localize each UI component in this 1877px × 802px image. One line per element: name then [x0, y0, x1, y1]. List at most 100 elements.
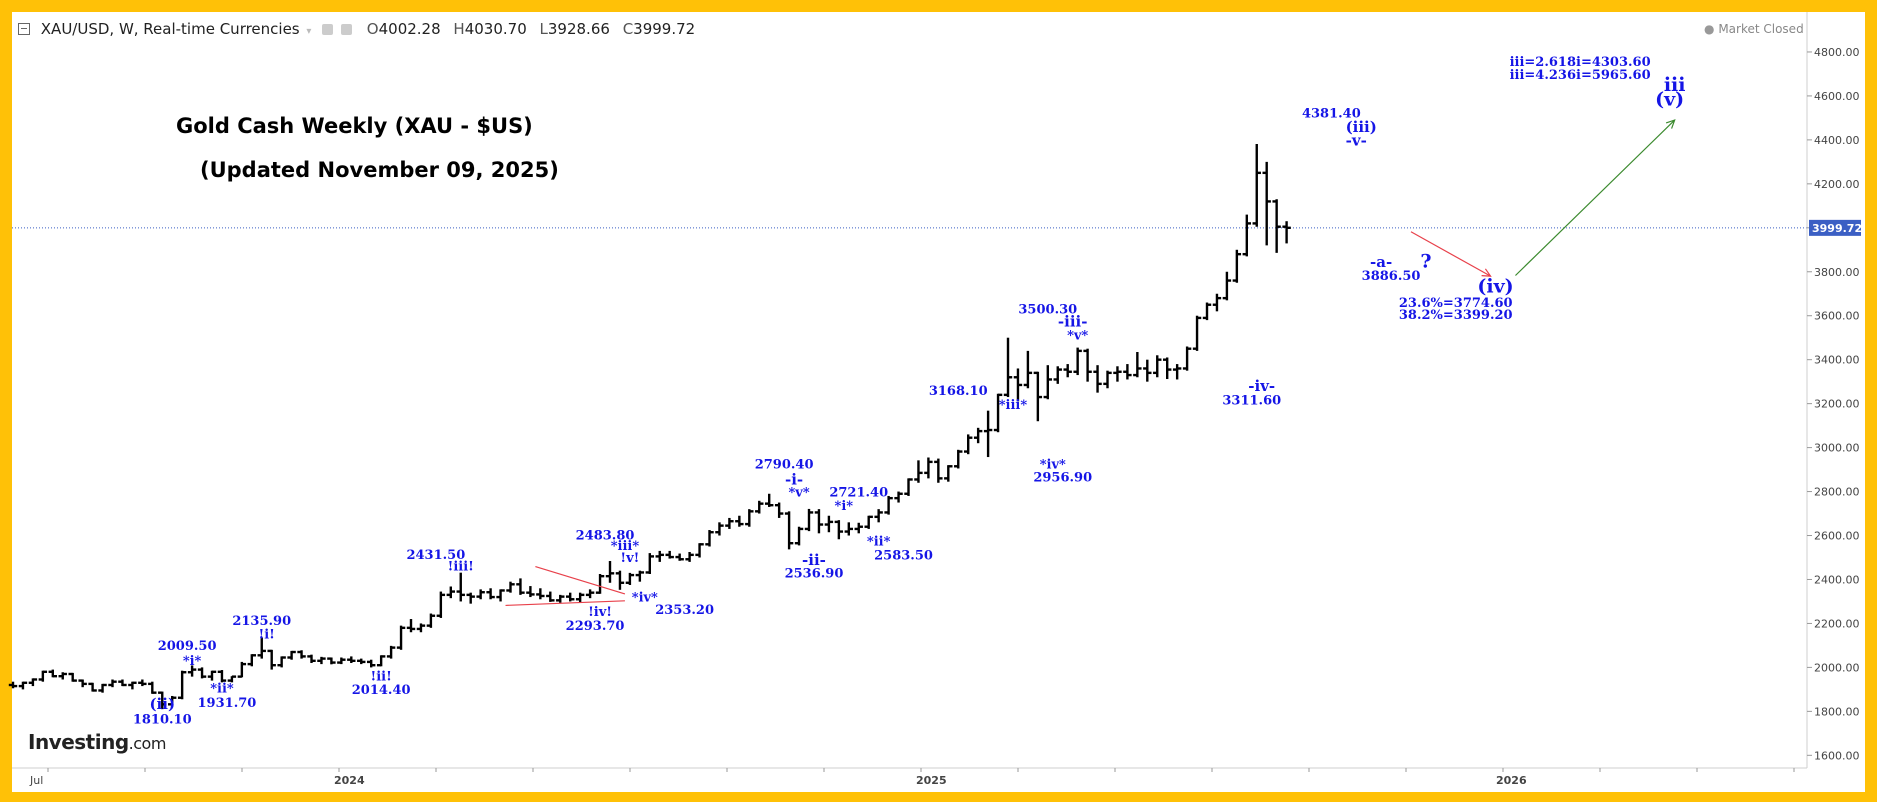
wave-label: (ii) — [149, 695, 175, 713]
ohlc-bar — [615, 570, 625, 590]
green-arrow-head — [1665, 119, 1676, 129]
dropdown-icon[interactable]: ▾ — [306, 26, 312, 37]
ohlc-bar — [1033, 371, 1043, 422]
ohlc-bar — [625, 572, 635, 585]
ohlc-bar — [1282, 221, 1291, 244]
ohlc-bar — [924, 457, 933, 479]
ohlc-bar — [108, 679, 117, 688]
ohlc-bar — [854, 522, 863, 534]
axis-layer: 1600.00 1800.00 2000.00 2200.00 2400.00 2600.… — [12, 12, 1862, 787]
settings-icon[interactable] — [341, 24, 353, 35]
ohlc-bar — [964, 434, 973, 455]
ohlc-bars — [8, 144, 1291, 710]
ohlc-bar — [466, 592, 475, 604]
ohlc-bar — [118, 679, 127, 687]
wave-label: iii=2.618i=4303.60 — [1510, 55, 1651, 70]
ohlc-bar — [904, 478, 913, 496]
green-projection-arrow — [1515, 119, 1676, 276]
wave-label: (iii) — [1346, 118, 1377, 136]
y-tick-label: 2400.00 — [1814, 573, 1860, 586]
y-tick-label: 3800.00 — [1814, 266, 1860, 279]
symbol-label[interactable]: XAU/USD, W, Real-time Currencies — [40, 20, 300, 38]
annotation-overlay: 1810.10(ii)2009.50*i**ii*1931.702135.90!… — [133, 55, 1686, 728]
ohlc-bar — [18, 681, 28, 690]
y-tick-label: 3600.00 — [1814, 310, 1860, 323]
ohlc-bar — [1083, 348, 1092, 382]
ohlc-bar — [1093, 365, 1102, 393]
ohlc-bar — [774, 502, 784, 518]
current-price-tag — [1809, 219, 1861, 236]
chart-header: XAU/USD, W, Real-time Currencies ▾ O4002… — [18, 20, 695, 38]
chart-subtitle: (Updated November 09, 2025) — [200, 158, 559, 182]
ohlc-bar — [1073, 347, 1082, 376]
ohlc-bar — [894, 491, 903, 503]
wave-label: *i* — [183, 654, 202, 669]
ohlc-bar — [8, 681, 18, 689]
ohlc-bar — [406, 619, 416, 633]
ohlc-bar — [357, 658, 366, 665]
ohlc-bar — [177, 670, 187, 700]
ohlc-bar — [197, 667, 207, 679]
ohlc-low: L3928.66 — [539, 20, 610, 38]
ohlc-bar — [993, 393, 1003, 433]
wave-label: 3168.10 — [929, 384, 988, 399]
ohlc-bar — [536, 588, 545, 600]
wave-label: 2583.50 — [874, 549, 933, 564]
ohlc-bar — [48, 669, 57, 678]
ohlc-bar — [217, 670, 227, 683]
ohlc-high: H4030.70 — [453, 20, 527, 38]
market-status: ● Market Closed — [1704, 22, 1804, 36]
wave-label: 1810.10 — [133, 712, 192, 727]
y-tick-label: 3400.00 — [1814, 354, 1860, 367]
ohlc-bar — [655, 550, 664, 562]
wave-label: 2293.70 — [566, 619, 625, 634]
wave-label: !ii! — [371, 670, 392, 685]
ohlc-bar — [884, 495, 893, 515]
ohlc-bar — [1222, 271, 1232, 301]
y-tick-label: 2800.00 — [1814, 486, 1860, 499]
wave-label: -v- — [1346, 131, 1367, 149]
ohlc-bar — [376, 655, 386, 667]
ohlc-bar — [138, 679, 147, 687]
ohlc-bar — [1212, 293, 1222, 312]
ohlc-bar — [1103, 370, 1112, 389]
ohlc-bar — [367, 659, 376, 668]
collapse-icon[interactable] — [18, 23, 30, 35]
ohlc-bar — [635, 570, 645, 582]
wave-label: 3886.50 — [1362, 269, 1421, 284]
y-tick-label: 3200.00 — [1814, 398, 1860, 411]
y-tick-label: 2000.00 — [1814, 661, 1860, 674]
wave-label: *iii* — [611, 539, 640, 554]
ohlc-bar — [556, 594, 565, 603]
wave-label: 2790.40 — [755, 457, 814, 472]
ohlc-bar — [983, 410, 993, 458]
wave-label: -a- — [1370, 253, 1392, 271]
ohlc-bar — [595, 573, 605, 594]
wave-label: 2536.90 — [785, 567, 844, 582]
ohlc-bar — [516, 578, 525, 595]
wave-label: 23.6%=3774.60 — [1399, 296, 1513, 311]
wave-label: *v* — [788, 485, 809, 500]
ohlc-bar — [257, 637, 266, 659]
ohlc-bar — [864, 515, 873, 529]
ohlc-bar — [128, 681, 137, 690]
ohlc-bar — [168, 695, 177, 706]
wave-label: 2431.50 — [406, 548, 465, 563]
ohlc-bar — [317, 656, 326, 665]
wave-label: *ii* — [210, 682, 234, 697]
eye-icon[interactable] — [322, 24, 334, 35]
ohlc-bar — [68, 672, 77, 682]
y-tick-label: 4800.00 — [1814, 46, 1860, 59]
wave-label: !v! — [620, 551, 639, 566]
ohlc-bar — [1133, 351, 1142, 378]
y-tick-label: 1600.00 — [1814, 749, 1860, 762]
wave-label: *i* — [835, 499, 854, 514]
ohlc-bar — [605, 561, 615, 583]
ohlc-bar — [814, 509, 824, 534]
wave-label: 2014.40 — [352, 683, 411, 698]
ohlc-bar — [436, 591, 446, 618]
investing-logo[interactable]: Investing.com — [28, 730, 166, 754]
ohlc-bar — [1262, 161, 1271, 246]
ohlc-bar — [745, 509, 754, 527]
